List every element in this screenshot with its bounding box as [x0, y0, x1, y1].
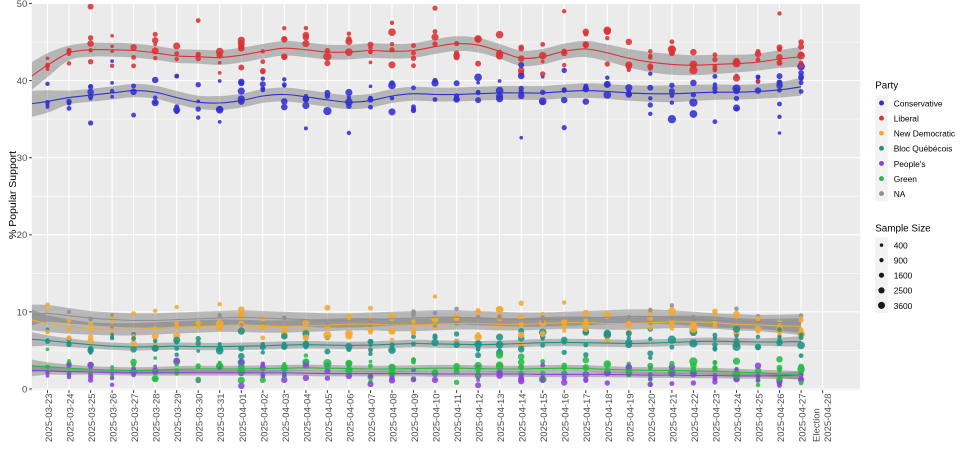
svg-text:Election: Election [812, 408, 823, 442]
svg-text:2025-04-15: 2025-04-15 [539, 393, 550, 442]
svg-text:2025-03-29: 2025-03-29 [173, 393, 184, 442]
svg-text:2025-04-21: 2025-04-21 [668, 393, 679, 442]
svg-text:2025-04-08: 2025-04-08 [389, 393, 400, 442]
svg-text:1600: 1600 [894, 271, 913, 281]
svg-text:10: 10 [17, 307, 28, 318]
svg-text:2025-04-18: 2025-04-18 [604, 393, 615, 442]
svg-text:2025-03-26: 2025-03-26 [109, 393, 120, 442]
svg-text:2025-03-27: 2025-03-27 [130, 393, 141, 442]
svg-text:400: 400 [894, 240, 908, 250]
svg-text:40: 40 [17, 76, 28, 87]
svg-text:2500: 2500 [894, 286, 913, 296]
svg-text:2025-03-28: 2025-03-28 [152, 393, 163, 442]
svg-text:2025-04-16: 2025-04-16 [561, 393, 572, 442]
svg-text:2025-04-24: 2025-04-24 [733, 393, 744, 442]
svg-text:50: 50 [17, 0, 28, 10]
svg-text:2025-03-25: 2025-03-25 [87, 393, 98, 442]
svg-text:2025-04-07: 2025-04-07 [367, 393, 378, 442]
svg-text:2025-03-30: 2025-03-30 [195, 393, 206, 442]
svg-text:Party: Party [875, 81, 898, 92]
svg-text:2025-04-28: 2025-04-28 [823, 393, 834, 442]
svg-text:2025-04-19: 2025-04-19 [625, 393, 636, 442]
svg-text:NA: NA [894, 189, 906, 199]
svg-text:2025-04-14: 2025-04-14 [518, 393, 529, 442]
svg-text:2025-04-06: 2025-04-06 [345, 393, 356, 442]
svg-text:2025-04-13: 2025-04-13 [496, 393, 507, 442]
svg-text:2025-04-03: 2025-04-03 [281, 393, 292, 442]
svg-text:2025-04-22: 2025-04-22 [690, 393, 701, 442]
svg-text:2025-04-17: 2025-04-17 [582, 393, 593, 442]
svg-text:% Popular Support: % Popular Support [7, 151, 19, 239]
svg-text:3600: 3600 [894, 301, 913, 311]
svg-text:2025-04-26: 2025-04-26 [776, 393, 787, 442]
svg-text:900: 900 [894, 255, 908, 265]
svg-text:2025-04-27: 2025-04-27 [798, 393, 809, 442]
svg-text:Sample Size: Sample Size [875, 224, 931, 235]
svg-text:2025-04-11: 2025-04-11 [453, 394, 464, 442]
svg-text:2025-04-10: 2025-04-10 [432, 393, 443, 442]
svg-text:People's: People's [894, 159, 926, 169]
svg-text:2025-04-25: 2025-04-25 [755, 393, 766, 442]
svg-text:2025-04-12: 2025-04-12 [475, 393, 486, 442]
svg-text:20: 20 [17, 230, 28, 241]
svg-text:2025-04-23: 2025-04-23 [711, 393, 722, 442]
svg-text:2025-03-31: 2025-03-31 [216, 393, 227, 442]
svg-text:2025-04-20: 2025-04-20 [647, 393, 658, 442]
svg-text:2025-03-24: 2025-03-24 [66, 393, 77, 442]
svg-text:New Democratic: New Democratic [894, 129, 955, 139]
svg-text:30: 30 [17, 153, 28, 164]
svg-text:2025-04-05: 2025-04-05 [324, 393, 335, 442]
svg-text:Liberal: Liberal [894, 114, 919, 124]
svg-text:2025-04-02: 2025-04-02 [259, 393, 270, 442]
svg-text:0: 0 [22, 384, 27, 395]
svg-text:Conservative: Conservative [894, 98, 943, 108]
svg-text:2025-04-04: 2025-04-04 [302, 393, 313, 442]
svg-text:2025-03-23: 2025-03-23 [44, 393, 55, 442]
svg-text:Bloc Québécois: Bloc Québécois [894, 144, 953, 154]
svg-text:Green: Green [894, 174, 918, 184]
svg-text:2025-04-01: 2025-04-01 [238, 393, 249, 442]
svg-text:2025-04-09: 2025-04-09 [410, 393, 421, 442]
